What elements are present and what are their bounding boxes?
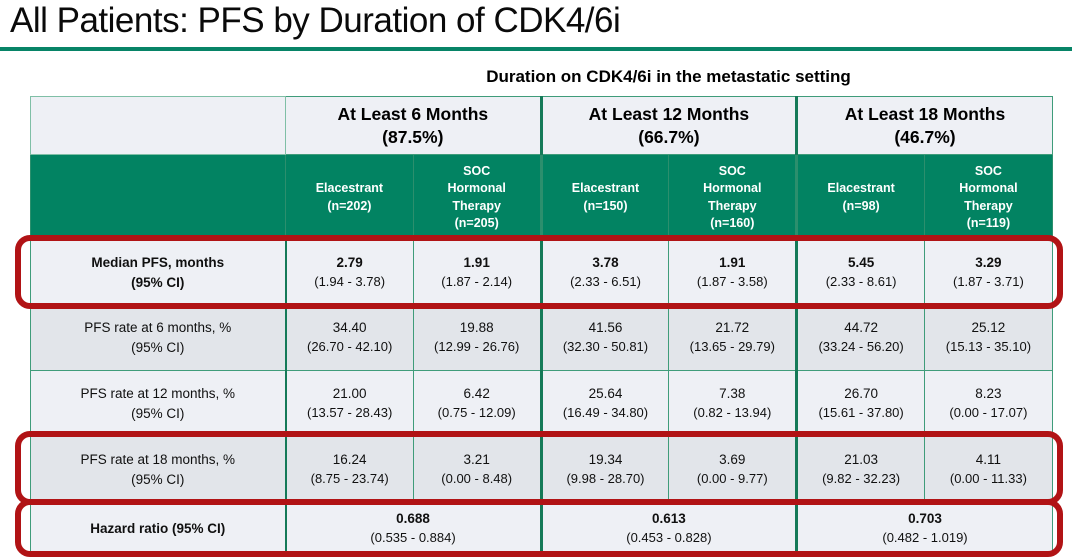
table-cell: 25.64 (16.49 - 34.80): [539, 370, 670, 437]
table-cell: 7.38 (0.82 - 13.94): [668, 370, 798, 437]
arm-header-soc-6mo: SOC Hormonal Therapy (n=205): [412, 154, 542, 241]
table-cell: 3.21 (0.00 - 8.48): [412, 436, 542, 503]
row-label: Median PFS, months (95% CI): [30, 240, 287, 305]
table-cell: 16.24 (8.75 - 23.74): [285, 436, 414, 503]
table-cell: 21.03 (9.82 - 32.23): [795, 436, 925, 503]
arm-header-soc-12mo: SOC Hormonal Therapy (n=160): [668, 154, 798, 241]
table-cell: 3.29 (1.87 - 3.71): [924, 240, 1053, 305]
group-header-12mo: At Least 12 Months (66.7%): [539, 96, 798, 155]
group-header-18mo: At Least 18 Months (46.7%): [795, 96, 1053, 155]
table-cell: 25.12 (15.13 - 35.10): [924, 304, 1053, 371]
row-label: Hazard ratio (95% CI): [30, 502, 287, 555]
table-cell: 0.703 (0.482 - 1.019): [795, 502, 1053, 555]
arm-header-elacestrant-6mo: Elacestrant (n=202): [285, 154, 414, 241]
arm-header-row: Elacestrant (n=202) SOC Hormonal Therapy…: [30, 154, 1053, 241]
green-corner-cell: [30, 154, 286, 241]
group-label: At Least 6 Months: [337, 103, 489, 124]
table-cell: 19.34 (9.98 - 28.70): [539, 436, 670, 503]
arm-header-soc-18mo: SOC Hormonal Therapy (n=119): [924, 154, 1053, 241]
table-cell: 4.11 (0.00 - 11.33): [924, 436, 1053, 503]
group-header-6mo: At Least 6 Months (87.5%): [285, 96, 542, 155]
row-label: PFS rate at 12 months, % (95% CI): [30, 370, 287, 437]
row-pfs-rate-6mo: PFS rate at 6 months, % (95% CI) 34.40 (2…: [30, 304, 1053, 371]
pfs-table-container: At Least 6 Months (87.5%) At Least 12 Mo…: [30, 96, 1053, 555]
row-label: PFS rate at 18 months, % (95% CI): [30, 436, 287, 503]
table-cell: 1.91 (1.87 - 2.14): [412, 240, 542, 305]
table-cell: 2.79 (1.94 - 3.78): [285, 240, 414, 305]
group-label: At Least 18 Months: [844, 103, 1006, 124]
table-cell: 1.91 (1.87 - 3.58): [668, 240, 798, 305]
table-cell: 0.613 (0.453 - 0.828): [539, 502, 798, 555]
row-label: PFS rate at 6 months, % (95% CI): [30, 304, 287, 371]
row-pfs-rate-18mo: PFS rate at 18 months, % (95% CI) 16.24(…: [30, 436, 1053, 503]
pfs-results-table: At Least 6 Months (87.5%) At Least 12 Mo…: [30, 96, 1053, 555]
table-cell: 21.72 (13.65 - 29.79): [668, 304, 798, 371]
table-cell: 26.70 (15.61 - 37.80): [795, 370, 925, 437]
corner-cell: [30, 96, 286, 155]
table-cell: 3.78 (2.33 - 6.51): [539, 240, 670, 305]
table-cell: 0.688 (0.535 - 0.884): [285, 502, 542, 555]
group-pct: (66.7%): [638, 126, 700, 147]
arm-header-elacestrant-12mo: Elacestrant (n=150): [539, 154, 670, 241]
group-pct: (87.5%): [382, 126, 444, 147]
group-label: At Least 12 Months: [588, 103, 750, 124]
row-pfs-rate-12mo: PFS rate at 12 months, % (95% CI) 21.00(…: [30, 370, 1053, 437]
title-divider: [0, 47, 1072, 51]
table-cell: 41.56 (32.30 - 50.81): [539, 304, 670, 371]
group-header-row: At Least 6 Months (87.5%) At Least 12 Mo…: [30, 96, 1053, 155]
arm-header-elacestrant-18mo: Elacestrant (n=98): [795, 154, 925, 241]
table-cell: 21.00 (13.57 - 28.43): [285, 370, 414, 437]
table-cell: 8.23 (0.00 - 17.07): [924, 370, 1053, 437]
row-median-pfs: Median PFS, months (95% CI) 2.79 (1.94 - …: [30, 240, 1053, 305]
group-pct: (46.7%): [894, 126, 956, 147]
table-cell: 6.42 (0.75 - 12.09): [412, 370, 542, 437]
table-cell: 5.45 (2.33 - 8.61): [795, 240, 925, 305]
row-hazard-ratio: Hazard ratio (95% CI) 0.688 (0.535 - 0.88…: [30, 502, 1053, 555]
table-cell: 34.40 (26.70 - 42.10): [285, 304, 414, 371]
table-cell: 44.72 (33.24 - 56.20): [795, 304, 925, 371]
page-title: All Patients: PFS by Duration of CDK4/6i: [10, 1, 621, 40]
table-cell: 3.69 (0.00 - 9.77): [668, 436, 798, 503]
table-caption: Duration on CDK4/6i in the metastatic se…: [486, 67, 851, 86]
table-cell: 19.88 (12.99 - 26.76): [412, 304, 542, 371]
